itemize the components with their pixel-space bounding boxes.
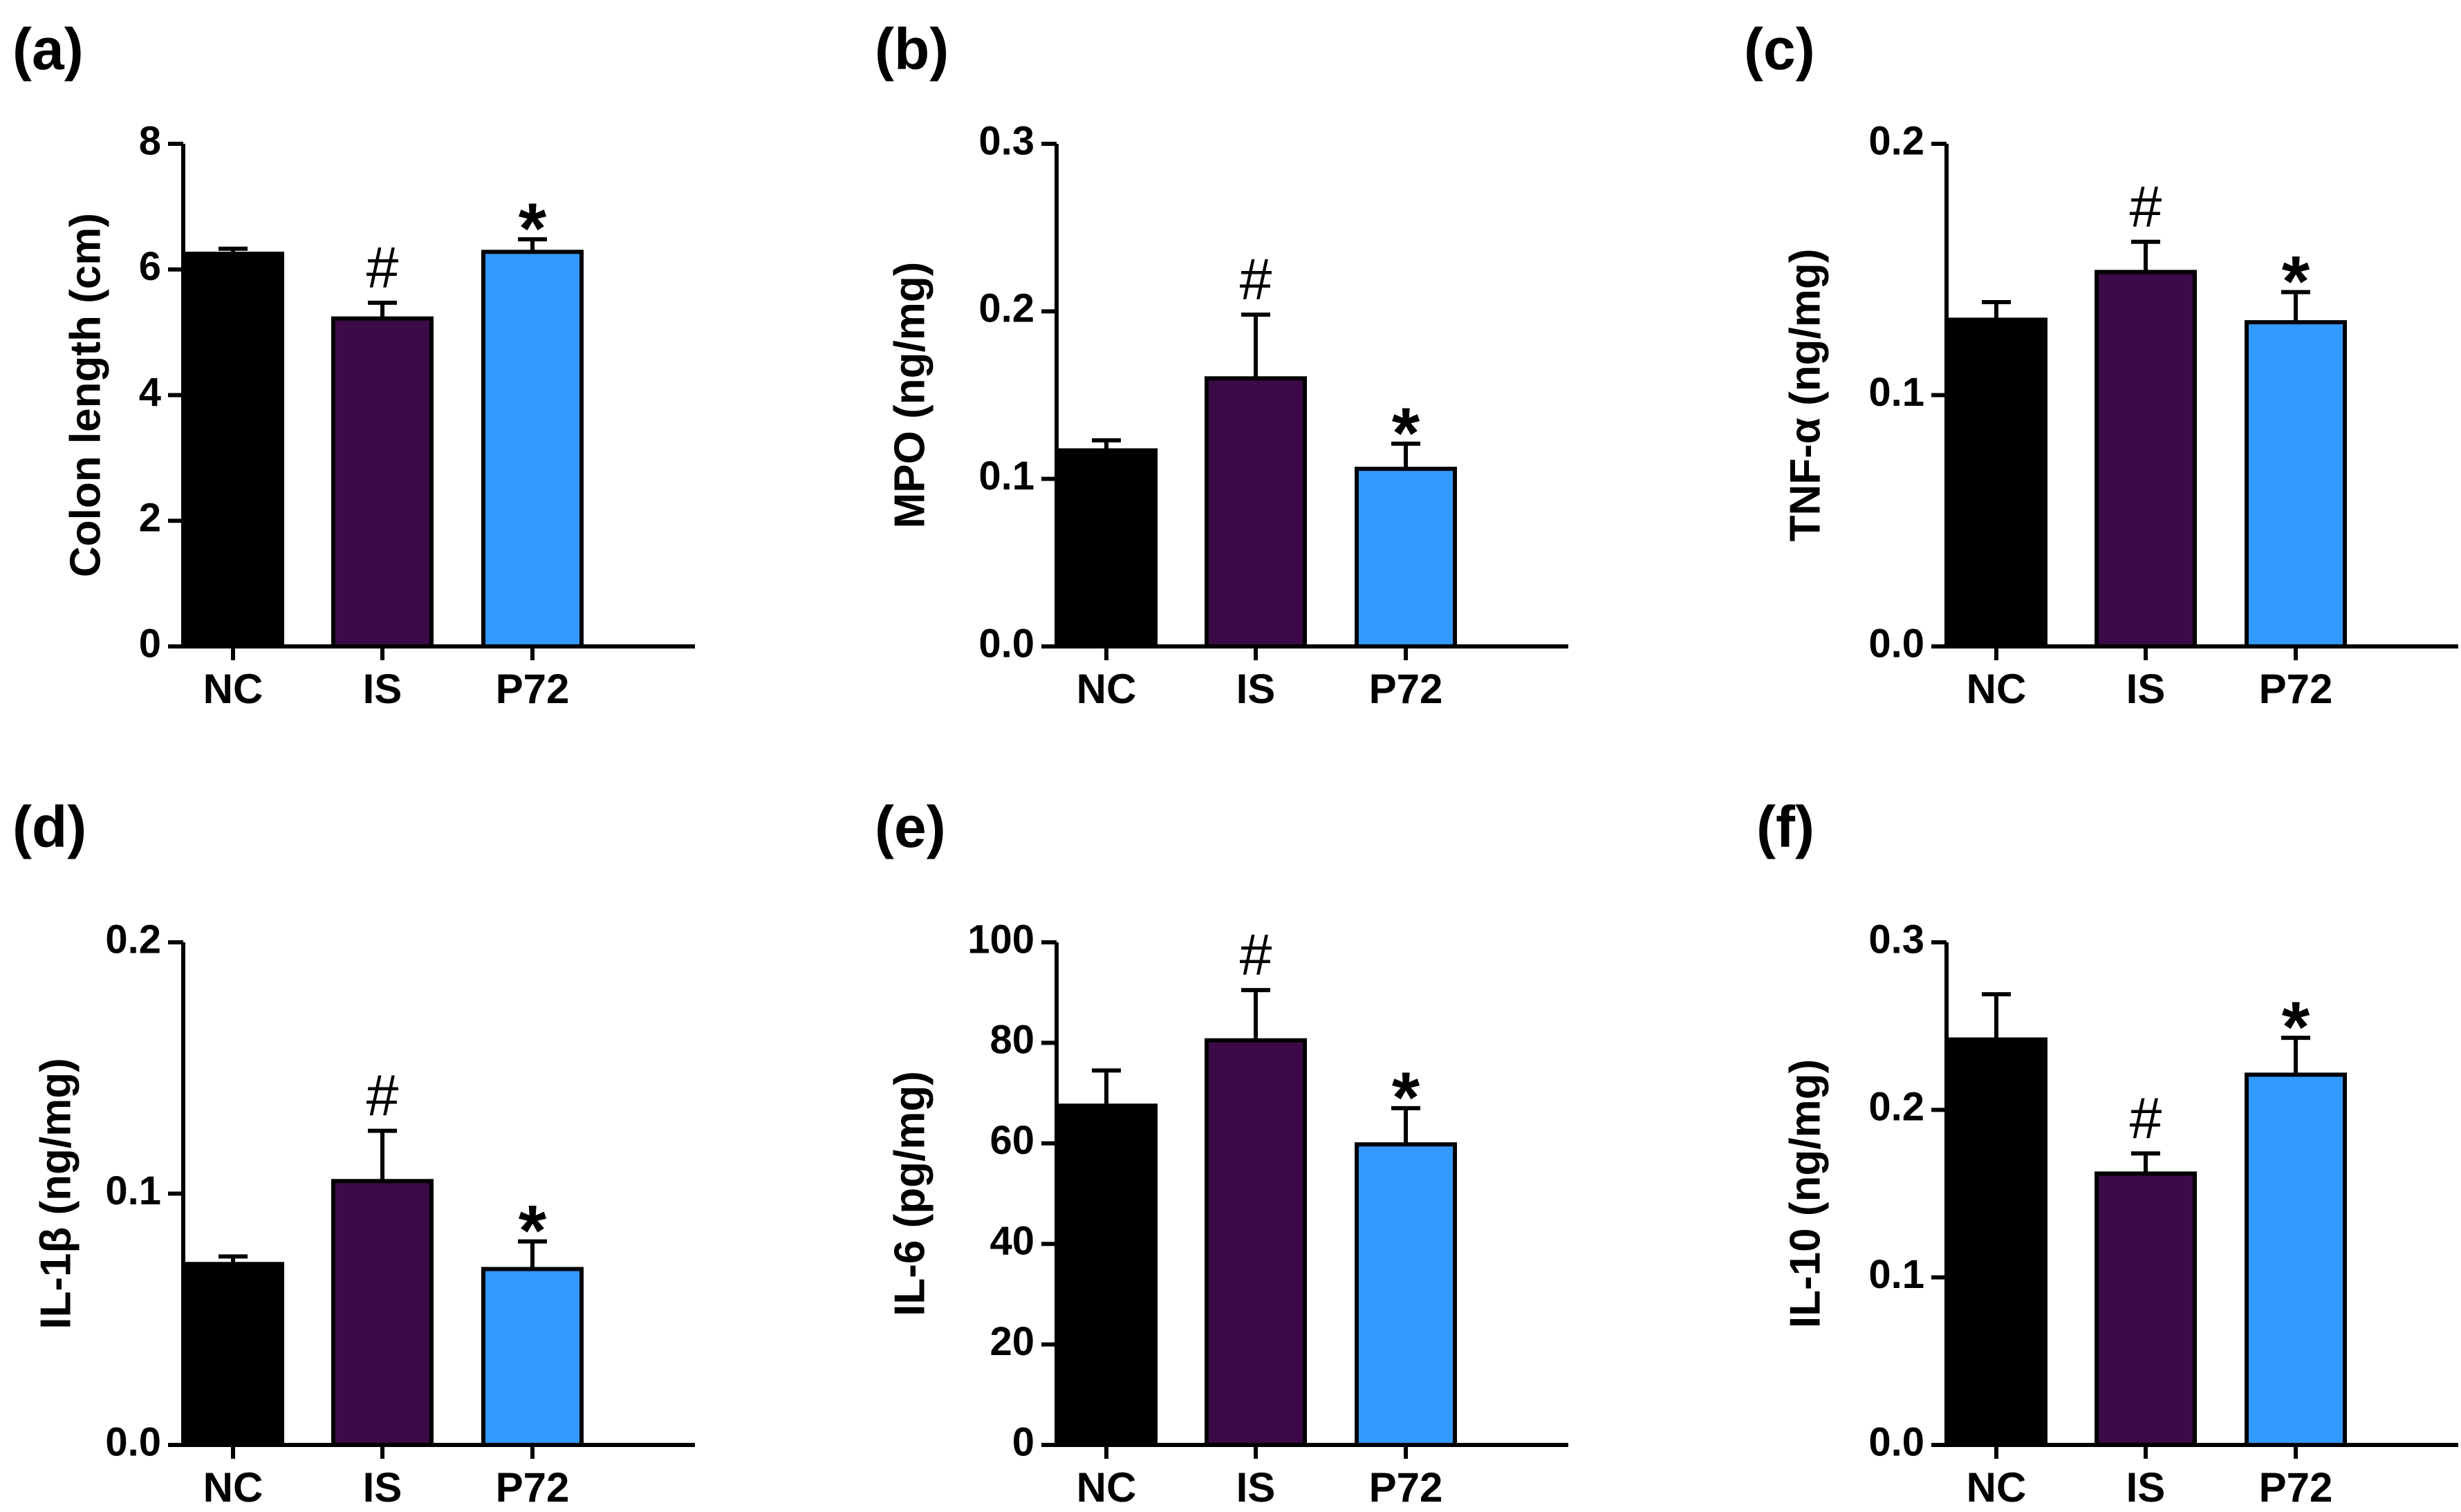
category-label: P72 (496, 666, 570, 712)
category-label: IS (1236, 666, 1276, 712)
y-tick-label: 60 (990, 1118, 1034, 1163)
category-label: NC (1967, 666, 2027, 712)
significance-hash: # (366, 1063, 399, 1128)
y-tick-label: 0.1 (978, 454, 1034, 498)
bar-nc (1055, 448, 1158, 648)
category-label: IS (2126, 666, 2166, 712)
bar-p72 (2245, 1072, 2347, 1447)
category-label: IS (2126, 1464, 2166, 1511)
category-label: IS (1236, 1464, 1276, 1511)
panel-label: (a) (12, 17, 84, 82)
bar-is (2095, 1171, 2197, 1448)
bar-is (331, 1179, 434, 1447)
bar-nc (1945, 317, 2047, 648)
category-label: NC (203, 666, 263, 712)
category-label: P72 (496, 1464, 570, 1511)
panel-c: (c) TNF-α (ng/mg) NC # IS * P72 0.0 0.1 0.2 (1744, 17, 2458, 712)
category-label: NC (1077, 666, 1137, 712)
category-label: IS (363, 1464, 402, 1511)
y-tick-label: 0.1 (1868, 370, 1924, 415)
panel-label: (e) (875, 794, 946, 859)
y-tick-label: 0.2 (1868, 118, 1924, 163)
category-label: P72 (1369, 1464, 1443, 1511)
y-tick-label: 100 (967, 917, 1034, 962)
bar-p72 (481, 1267, 584, 1448)
significance-star: * (1392, 1058, 1420, 1138)
y-tick-label: 40 (990, 1219, 1034, 1264)
y-tick-label: 2 (139, 496, 161, 541)
bar-p72 (1355, 467, 1457, 648)
y-axis-label: MPO (ng/mg) (886, 262, 934, 529)
panel-d: (d) IL-1β (ng/mg) NC # IS * P72 0.0 0.1 0.2 (12, 794, 695, 1511)
significance-star: * (2282, 987, 2310, 1067)
y-tick-label: 0.3 (1868, 917, 1924, 962)
category-label: NC (203, 1464, 263, 1511)
y-axis-label: IL-6 (pg/mg) (886, 1071, 934, 1316)
panel-a: (a) Colon length (cm) NC # IS * P72 0 2 4 6 8 (12, 17, 695, 712)
significance-star: * (2282, 241, 2310, 321)
y-tick-label: 0.3 (978, 118, 1034, 163)
bar-nc (182, 1262, 284, 1448)
bar-is (1205, 376, 1307, 648)
significance-hash: # (2130, 1085, 2162, 1150)
panel-label: (d) (12, 794, 86, 859)
category-label: P72 (2259, 666, 2333, 712)
y-tick-label: 0 (139, 621, 161, 666)
y-axis-label: IL-1β (ng/mg) (32, 1058, 80, 1329)
panel-label: (f) (1756, 794, 1814, 859)
panel-b: (b) MPO (ng/mg) NC # IS * P72 0.0 0.1 0.2 0.3 (875, 17, 1568, 712)
y-tick-label: 6 (139, 244, 161, 289)
category-label: NC (1077, 1464, 1137, 1511)
category-label: NC (1967, 1464, 2027, 1511)
bar-nc (1945, 1037, 2047, 1447)
bar-p72 (1355, 1142, 1457, 1448)
category-label: P72 (2259, 1464, 2333, 1511)
significance-star: * (519, 189, 547, 269)
bar-is (2095, 270, 2197, 648)
significance-hash: # (1240, 247, 1272, 312)
y-tick-label: 80 (990, 1018, 1034, 1063)
y-tick-label: 20 (990, 1319, 1034, 1364)
significance-hash: # (2130, 174, 2162, 239)
y-tick-label: 4 (139, 370, 161, 415)
category-label: P72 (1369, 666, 1443, 712)
bar-nc (1055, 1103, 1158, 1448)
y-axis-label: Colon length (cm) (62, 213, 109, 577)
significance-star: * (519, 1191, 547, 1271)
y-tick-label: 0 (1012, 1419, 1034, 1464)
bar-is (1205, 1038, 1307, 1447)
y-tick-label: 0.0 (1868, 621, 1924, 666)
y-tick-label: 0.0 (978, 621, 1034, 666)
y-tick-label: 0.2 (105, 917, 161, 962)
y-tick-label: 0.0 (105, 1419, 161, 1464)
y-tick-label: 0.1 (105, 1168, 161, 1213)
panel-e: (e) IL-6 (pg/mg) NC # IS * P72 0 20 40 60 80 100 (875, 794, 1568, 1511)
y-axis-label: IL-10 (ng/mg) (1781, 1059, 1829, 1328)
y-tick-label: 0.2 (978, 286, 1034, 331)
significance-star: * (1392, 393, 1420, 474)
panel-f: (f) IL-10 (ng/mg) NC # IS * P72 0.0 0.1 0.2 0.3 (1756, 794, 2458, 1511)
y-tick-label: 0.0 (1868, 1419, 1924, 1464)
bar-p72 (2245, 320, 2347, 648)
category-label: IS (363, 666, 402, 712)
bar-nc (182, 252, 284, 648)
bar-p72 (481, 250, 584, 648)
bar-is (331, 316, 434, 648)
significance-hash: # (366, 235, 399, 300)
panel-label: (c) (1744, 17, 1815, 82)
y-tick-label: 8 (139, 118, 161, 163)
significance-hash: # (1240, 922, 1272, 987)
y-tick-label: 0.2 (1868, 1085, 1924, 1130)
y-tick-label: 0.1 (1868, 1252, 1924, 1297)
panel-label: (b) (875, 17, 949, 82)
y-axis-label: TNF-α (ng/mg) (1781, 249, 1829, 542)
